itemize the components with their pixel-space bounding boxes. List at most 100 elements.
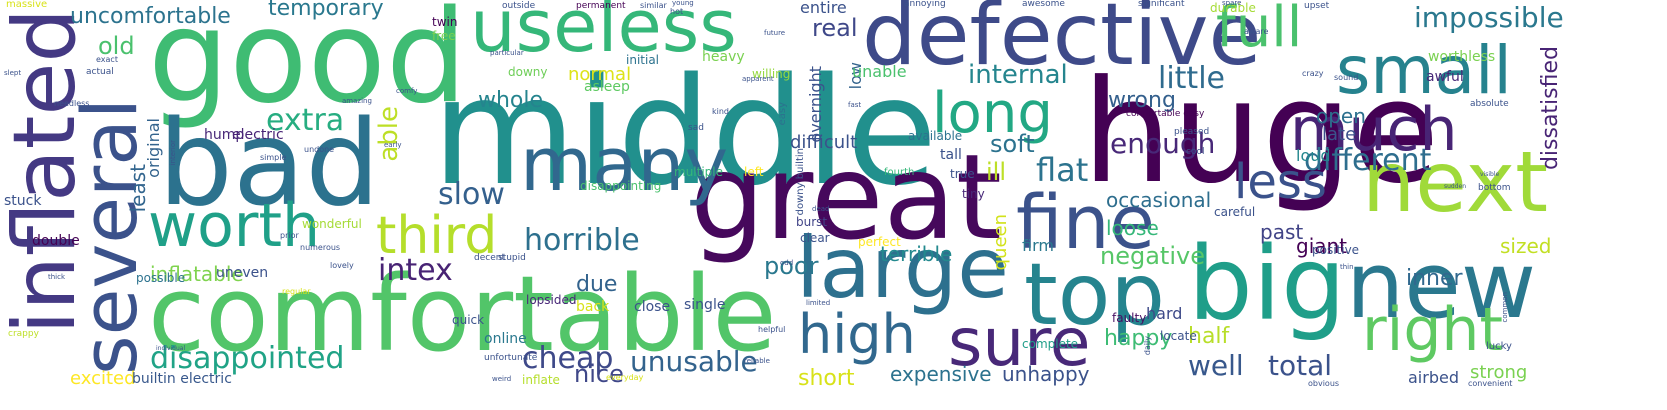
word-entire: entire [800,0,847,17]
word-right: right [1362,295,1503,365]
word-exact: exact [96,55,118,64]
word-stupid: stupid [498,253,526,263]
word-wonderful: wonderful [302,217,362,231]
word-crappy: crappy [8,329,39,339]
word-obvious: obvious [1308,379,1340,388]
word-thick: thick [48,273,66,281]
word-extra: extra [266,103,345,138]
word-unable: unable [852,62,907,81]
word-unfortunate: unfortunate [484,353,538,363]
word-loose: loose [1106,216,1159,240]
word-kind: kind [712,107,730,116]
word-open: open [1316,104,1366,128]
word-everyday: everyday [606,373,644,382]
word-negative: negative [1100,242,1205,270]
word-sad: sad [688,123,704,133]
word-hard: hard [1146,304,1183,323]
word-electric: electric [232,127,284,143]
word-sized: sized [1500,234,1552,258]
word-full: full [1216,0,1303,60]
word-normal: normal [568,64,632,85]
word-common: common [1501,292,1509,323]
word-tall: tall [940,147,962,163]
word-thin: thin [1340,263,1354,271]
word-dissatisfied: dissatisfied [1538,46,1563,171]
word-hot: hot [670,7,684,16]
word-builtin-electric: builtin electric [132,371,232,387]
word-sound: sound [1334,73,1359,82]
word-less: less [1234,154,1327,210]
word-similar: similar [640,1,667,10]
word-faulty: faulty [1112,311,1147,325]
word-slow: slow [438,177,505,212]
word-aware: aware [1244,27,1269,36]
word-quick: quick [452,313,485,327]
word-temporary: temporary [268,0,384,21]
word-whole: whole [478,88,544,113]
word-middle: middle [432,46,938,218]
word-great: great [690,128,1002,266]
word-available: available [908,129,963,143]
word-short: short [798,366,855,391]
word-able: able [374,106,404,162]
word-single: single [684,297,726,313]
word-downy-builtin: downy builtin [795,148,806,216]
word-significant: significant [1138,0,1185,9]
word-excited: excited [70,368,136,389]
word-limited: limited [806,299,831,307]
word-lopsided: lopsided [526,293,577,307]
word-happy: happy [1104,326,1173,351]
word-apparent: apparent [742,75,774,83]
word-future: future [764,29,786,37]
word-slept: slept [4,69,22,77]
word-next: next [1362,133,1549,231]
word-regular: regular [282,287,311,296]
word-real: real [812,14,858,42]
word-interior: interior [169,140,177,166]
word-close: close [634,299,671,315]
word-helpful: helpful [758,325,786,334]
word-multiple: multiple [674,165,724,179]
word-true: true [950,167,975,181]
word-new: new [1346,232,1537,339]
word-sure: sure [948,304,1091,381]
word-undone: undone [304,145,335,154]
word-awesome: awesome [1022,0,1065,9]
word-early: early [384,141,402,149]
word-initial: initial [626,53,659,67]
word-absolute: absolute [1470,99,1509,109]
word-possible: possible [136,271,186,285]
word-much: much [1290,95,1458,165]
word-crazy: crazy [1302,69,1324,78]
word-half: half [1188,324,1230,349]
word-disappointing: disappointing [580,179,662,193]
word-annoying: annoying [904,0,946,9]
word-bottom: bottom [1478,183,1511,193]
word-late: late [1322,124,1357,145]
word-worth: worth [148,191,321,261]
word-occasional: occasional [1106,188,1212,212]
word-perfect: perfect [858,235,901,249]
word-simple: simple [260,153,287,162]
word-past: past [1260,220,1304,244]
word-queen: queen [990,214,1011,271]
word-numerous: numerous [300,243,341,252]
word-locate: locate [1160,329,1197,343]
word-fourth: fourth [884,167,915,178]
word-needless: needless [54,99,90,108]
word-inflate: inflate [522,373,560,387]
word-third: third [376,206,498,266]
word-loud: loud [1296,146,1331,165]
word-asleep: asleep [584,79,630,95]
word-young: young [672,0,694,7]
word-terrible: terrible [880,242,953,266]
word-convenient: convenient [1468,379,1513,388]
word-poor: poor [764,252,819,280]
word-prior: prior [280,231,299,240]
word-inner: inner [1406,266,1463,291]
word-small: small [1336,32,1512,109]
word-permanent: permanent [576,1,626,11]
word-durable: durable [1210,1,1256,15]
word-downy: downy [508,65,548,79]
